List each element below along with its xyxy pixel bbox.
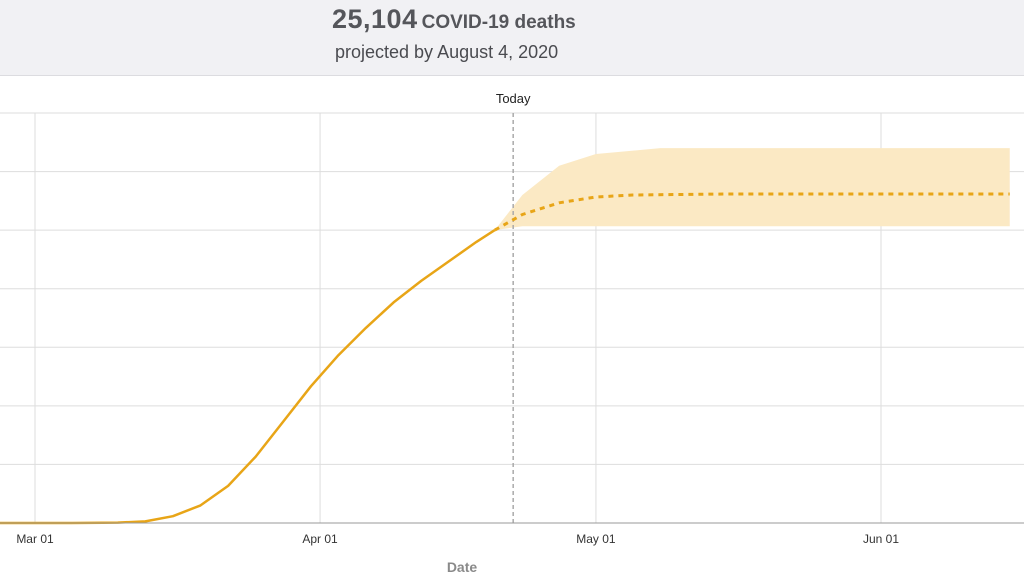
series-layer bbox=[0, 192, 1010, 525]
x-axis-layer: Mar 01 Apr 01 May 01 Jun 01 Date bbox=[0, 522, 1024, 575]
reported-deaths-line bbox=[0, 229, 496, 525]
x-tick-label: May 01 bbox=[576, 532, 616, 546]
projection-header: 25,104 COVID-19 deaths projected by Augus… bbox=[0, 0, 1024, 76]
x-axis-title: Date bbox=[447, 559, 478, 575]
death-count-label: COVID-19 deaths bbox=[421, 12, 576, 33]
today-label: Today bbox=[496, 91, 531, 106]
x-tick-label: Apr 01 bbox=[302, 532, 338, 546]
uncertainty-band-layer bbox=[494, 148, 1010, 231]
today-marker-layer: Today bbox=[496, 91, 531, 523]
x-tick-label: Mar 01 bbox=[16, 532, 54, 546]
projection-date-text: projected by August 4, 2020 bbox=[335, 42, 559, 62]
headline: 25,104 COVID-19 deaths bbox=[332, 4, 576, 35]
uncertainty-band bbox=[494, 148, 1010, 231]
projected-death-count: 25,104 bbox=[332, 4, 418, 34]
x-tick-label: Jun 01 bbox=[863, 532, 899, 546]
grid-layer bbox=[0, 112, 1024, 523]
